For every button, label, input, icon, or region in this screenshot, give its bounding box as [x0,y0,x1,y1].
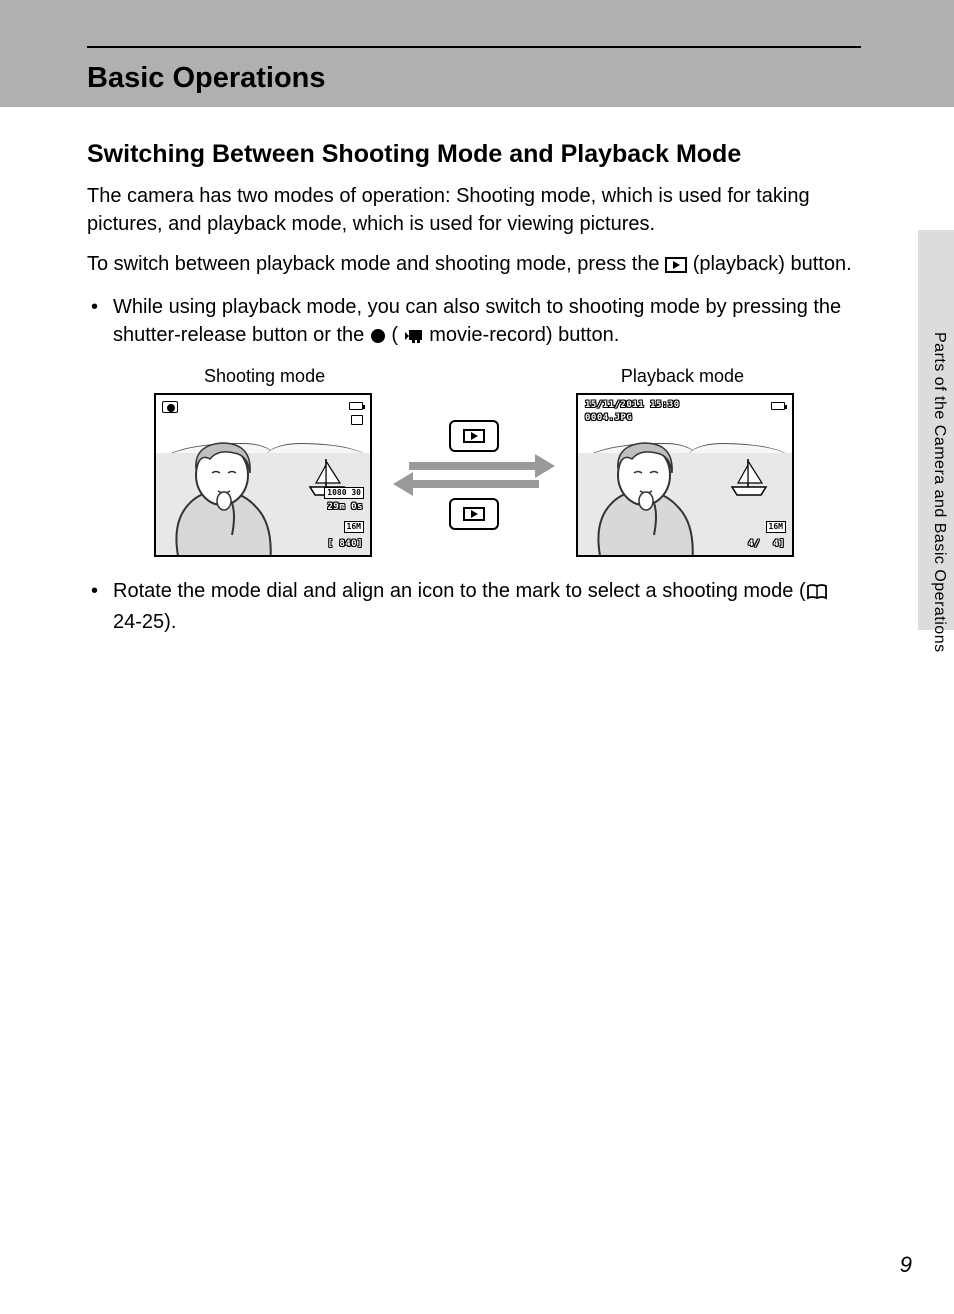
bullet-1-mid: ( [391,324,398,346]
person-illustration [592,435,712,557]
paragraph-1: The camera has two modes of operation: S… [87,182,861,238]
bullet-2: Rotate the mode dial and align an icon t… [113,577,861,636]
side-section-label: Parts of the Camera and Basic Operations [930,332,948,653]
person-illustration [170,435,290,557]
arrow-left-icon [409,480,539,488]
battery-icon [349,402,363,410]
paragraph-2-post: (playback) button. [693,253,852,275]
mode-diagram: Shooting mode Playback mode [154,366,794,557]
camera-mode-icon [162,401,178,413]
bullet-2-ref: 24-25). [113,611,176,633]
playback-mode-label: Playback mode [621,366,744,387]
shots-remaining: [ 840] [327,539,363,549]
size-badge: 16M [344,521,364,533]
battery-icon [771,402,785,410]
manual-page-icon [806,580,828,608]
playback-index: 4/ [748,539,760,549]
paragraph-2: To switch between playback mode and shoo… [87,250,861,281]
playback-button-icon [449,420,499,452]
time-remaining: 29m 0s [327,502,363,512]
video-badge: 1080 30 [324,487,364,499]
page-content: Basic Operations Switching Between Shoot… [87,46,861,650]
sailboat-icon [728,457,770,497]
record-dot-icon [370,324,386,352]
playback-button-icon [449,498,499,530]
playback-total: 4] [773,539,785,549]
section-title: Basic Operations [87,46,861,113]
playback-mode-screen: 15/11/2011 15:30 0004.JPG 16M 4/ 4] [576,393,794,557]
playback-filename: 0004.JPG [585,413,632,423]
bullet-1-post: movie-record) button. [429,324,619,346]
sub-title: Switching Between Shooting Mode and Play… [87,139,861,170]
mode-switch-arrows [394,420,554,530]
movie-record-icon [404,324,424,352]
shooting-mode-screen: 1080 30 29m 0s 16M [ 840] [154,393,372,557]
memory-icon [351,415,363,425]
playback-datetime: 15/11/2011 15:30 [585,400,680,410]
page-number: 9 [900,1252,912,1278]
arrow-right-icon [409,462,539,470]
bullet-1: While using playback mode, you can also … [113,293,861,352]
playback-icon [665,253,687,281]
shooting-mode-label: Shooting mode [204,366,325,387]
paragraph-2-pre: To switch between playback mode and shoo… [87,253,665,275]
size-badge: 16M [766,521,786,533]
bullet-2-pre: Rotate the mode dial and align an icon t… [113,580,806,602]
